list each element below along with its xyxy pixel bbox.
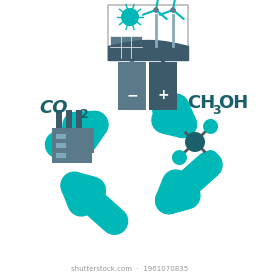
Text: shutterstock.com  ·  1961070835: shutterstock.com · 1961070835: [72, 266, 188, 272]
Bar: [52, 127, 92, 162]
Bar: [76, 109, 82, 127]
Text: 3: 3: [212, 104, 221, 117]
Bar: [66, 109, 72, 127]
Text: +: +: [158, 88, 169, 102]
Bar: [108, 5, 188, 60]
Bar: [56, 143, 66, 148]
Circle shape: [203, 150, 218, 165]
Bar: [150, 62, 178, 110]
Circle shape: [171, 8, 176, 13]
Circle shape: [152, 6, 160, 14]
Circle shape: [172, 119, 187, 134]
Bar: [80, 127, 94, 153]
Circle shape: [172, 150, 187, 165]
Circle shape: [153, 8, 159, 13]
Bar: [56, 109, 62, 127]
Bar: [110, 36, 142, 58]
Circle shape: [171, 8, 176, 13]
Circle shape: [171, 8, 176, 13]
Text: OH: OH: [218, 94, 248, 112]
Circle shape: [153, 8, 159, 13]
Bar: [56, 153, 66, 158]
Circle shape: [121, 8, 139, 26]
Bar: [56, 134, 66, 139]
Text: CO: CO: [40, 99, 68, 117]
Text: 2: 2: [80, 108, 89, 121]
Text: −: −: [127, 88, 138, 102]
Text: CH: CH: [187, 94, 215, 112]
Circle shape: [169, 6, 177, 14]
Circle shape: [203, 119, 218, 134]
Circle shape: [185, 132, 205, 152]
Circle shape: [153, 8, 159, 13]
Bar: [119, 62, 146, 110]
